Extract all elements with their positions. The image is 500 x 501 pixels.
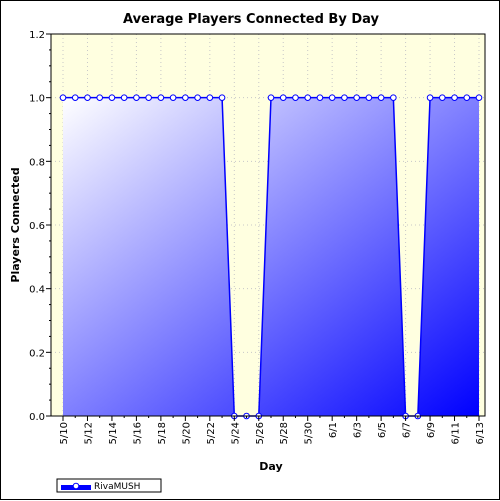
y-tick-label: 1.2 bbox=[29, 30, 45, 41]
data-point bbox=[84, 94, 91, 101]
x-tick-label: 6/13 bbox=[475, 422, 486, 444]
data-point bbox=[353, 94, 360, 101]
data-point bbox=[377, 94, 385, 101]
x-tick-label: 5/16 bbox=[132, 422, 143, 444]
x-tick-label: 5/24 bbox=[230, 422, 241, 444]
data-point bbox=[157, 94, 165, 101]
x-tick-label: 6/7 bbox=[402, 422, 413, 438]
data-point bbox=[194, 94, 201, 101]
chart-title: Average Players Connected By Day bbox=[123, 12, 379, 27]
y-tick-label: 0.0 bbox=[29, 412, 45, 423]
data-point bbox=[341, 94, 348, 101]
x-tick-label: 6/11 bbox=[451, 422, 462, 444]
data-point bbox=[292, 94, 299, 101]
legend-marker bbox=[72, 482, 80, 490]
data-point bbox=[108, 94, 116, 101]
data-point bbox=[133, 94, 140, 101]
legend-swatch bbox=[61, 482, 91, 490]
x-tick-label: 5/26 bbox=[255, 422, 266, 444]
x-tick-label: 5/12 bbox=[83, 422, 94, 444]
data-point bbox=[71, 94, 79, 101]
data-point bbox=[206, 94, 214, 101]
y-tick-label: 0.6 bbox=[29, 221, 45, 232]
x-tick-label: 6/9 bbox=[426, 422, 437, 438]
x-tick-label: 5/18 bbox=[157, 422, 168, 444]
data-point bbox=[59, 94, 67, 101]
x-tick-label: 5/20 bbox=[181, 422, 192, 444]
data-point bbox=[475, 94, 483, 101]
data-point bbox=[279, 94, 287, 101]
x-tick-label: 6/3 bbox=[353, 422, 364, 438]
y-tick-label: 0.8 bbox=[29, 157, 45, 168]
data-point bbox=[438, 94, 446, 101]
data-point bbox=[267, 94, 275, 101]
data-point bbox=[451, 94, 458, 101]
y-tick-label: 0.4 bbox=[29, 285, 45, 296]
x-tick-label: 5/14 bbox=[108, 422, 119, 444]
data-point bbox=[96, 94, 104, 101]
y-tick-label: 1.0 bbox=[29, 94, 45, 105]
data-point bbox=[120, 94, 128, 101]
data-point bbox=[365, 94, 373, 101]
x-tick-label: 5/28 bbox=[279, 422, 290, 444]
data-point bbox=[145, 94, 152, 101]
data-point bbox=[390, 94, 397, 101]
x-tick-label: 6/1 bbox=[328, 422, 339, 438]
legend-label: RivaMUSH bbox=[94, 482, 140, 492]
data-point bbox=[328, 94, 336, 101]
x-axis-label: Day bbox=[259, 460, 282, 473]
data-point bbox=[182, 94, 189, 101]
x-tick-label: 5/10 bbox=[59, 422, 70, 444]
y-tick-label: 0.2 bbox=[29, 348, 45, 359]
legend: RivaMUSH bbox=[56, 478, 162, 493]
data-point bbox=[463, 94, 471, 101]
series-area-fill bbox=[63, 97, 479, 417]
data-point bbox=[304, 94, 312, 101]
data-point bbox=[169, 94, 177, 101]
y-axis-label: Players Connected bbox=[9, 167, 22, 282]
x-tick-label: 6/5 bbox=[377, 422, 388, 438]
data-point bbox=[218, 94, 226, 101]
x-tick-label: 5/30 bbox=[304, 422, 315, 444]
x-tick-label: 5/22 bbox=[206, 422, 217, 444]
data-point bbox=[426, 94, 434, 101]
data-point bbox=[316, 94, 324, 101]
